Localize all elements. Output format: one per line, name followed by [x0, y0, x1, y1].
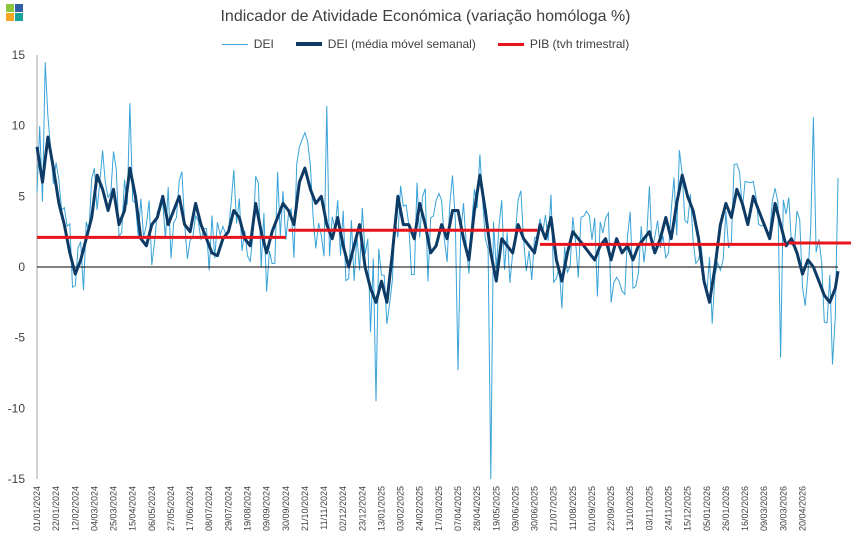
x-tick-label: 09/06/2025	[510, 486, 520, 531]
legend-item-dei: DEI	[221, 37, 274, 51]
x-tick-label: 16/02/2026	[740, 486, 750, 531]
x-tick-label: 22/09/2025	[606, 486, 616, 531]
x-tick-label: 27/05/2024	[166, 486, 176, 531]
x-tick-label: 29/07/2024	[223, 486, 233, 531]
series-line-dei-ma	[35, 135, 840, 304]
x-tick-label: 02/12/2024	[338, 486, 348, 531]
x-tick-label: 11/08/2025	[568, 486, 578, 530]
x-tick-label: 19/08/2024	[243, 486, 253, 531]
x-tick-label: 13/01/2025	[376, 486, 386, 531]
chart-legend: DEI DEI (média móvel semanal) PIB (tvh t…	[0, 37, 851, 51]
legend-item-dei-ma: DEI (média móvel semanal)	[295, 37, 476, 51]
x-tick-label: 09/03/2026	[759, 486, 769, 531]
x-tick-label: 26/01/2026	[721, 486, 731, 531]
x-tick-label: 17/03/2025	[434, 486, 444, 531]
x-tick-label: 20/04/2026	[797, 486, 807, 531]
legend-label-dei: DEI	[253, 37, 274, 51]
x-tick-label: 12/02/2024	[70, 486, 80, 531]
x-tick-label: 21/10/2024	[300, 486, 310, 531]
legend-swatch-pib	[497, 42, 524, 46]
y-tick-label: 15	[12, 48, 26, 62]
y-tick-label: -15	[8, 472, 26, 486]
x-tick-label: 21/07/2025	[549, 486, 559, 531]
x-tick-label: 09/09/2024	[262, 486, 272, 531]
legend-swatch-dei-ma	[295, 42, 322, 46]
y-tick-label: 10	[12, 119, 26, 133]
logo-square-green	[6, 4, 14, 12]
x-tick-label: 04/03/2024	[89, 486, 99, 531]
x-tick-label: 30/03/2026	[778, 486, 788, 531]
x-tick-label: 03/11/2025	[644, 486, 654, 530]
logo-square-teal	[15, 13, 23, 21]
logo-square-orange	[6, 13, 14, 21]
legend-label-pib: PIB (tvh trimestral)	[529, 37, 630, 51]
chart-title: Indicador de Atividade Económica (variaç…	[220, 8, 631, 25]
series-line-dei	[36, 62, 839, 480]
x-tick-label: 25/03/2024	[109, 486, 119, 531]
legend-label-dei-ma: DEI (média móvel semanal)	[327, 37, 476, 51]
y-tick-label: 5	[18, 189, 25, 203]
x-tick-label: 05/01/2026	[702, 486, 712, 531]
x-tick-label: 30/09/2024	[281, 486, 291, 531]
x-tick-label: 11/11/2024	[319, 486, 329, 530]
x-tick-label: 22/01/2024	[51, 486, 61, 531]
brand-logo	[6, 4, 24, 22]
x-tick-label: 19/05/2025	[491, 486, 501, 531]
x-tick-label: 03/02/2025	[396, 486, 406, 531]
x-tick-label: 06/05/2024	[147, 486, 157, 531]
x-tick-label: 13/10/2025	[625, 486, 635, 531]
legend-swatch-dei	[221, 43, 248, 45]
x-tick-label: 24/11/2025	[664, 486, 674, 530]
logo-square-blue	[15, 4, 23, 12]
x-tick-label: 01/01/2024	[32, 486, 42, 531]
x-tick-label: 30/06/2025	[530, 486, 540, 531]
x-tick-label: 07/04/2025	[453, 486, 463, 531]
x-tick-label: 28/04/2025	[472, 486, 482, 531]
x-tick-label: 15/04/2024	[128, 486, 138, 531]
legend-item-pib: PIB (tvh trimestral)	[497, 37, 630, 51]
x-tick-label: 15/12/2025	[683, 486, 693, 531]
x-tick-label: 24/02/2025	[415, 486, 425, 531]
y-tick-label: 0	[18, 260, 25, 274]
x-tick-label: 23/12/2024	[357, 486, 367, 531]
x-tick-label: 01/09/2025	[587, 486, 597, 531]
x-tick-label: 17/06/2024	[185, 486, 195, 531]
y-tick-label: -5	[14, 331, 25, 345]
y-tick-label: -10	[8, 401, 26, 415]
x-tick-label: 08/07/2024	[204, 486, 214, 531]
